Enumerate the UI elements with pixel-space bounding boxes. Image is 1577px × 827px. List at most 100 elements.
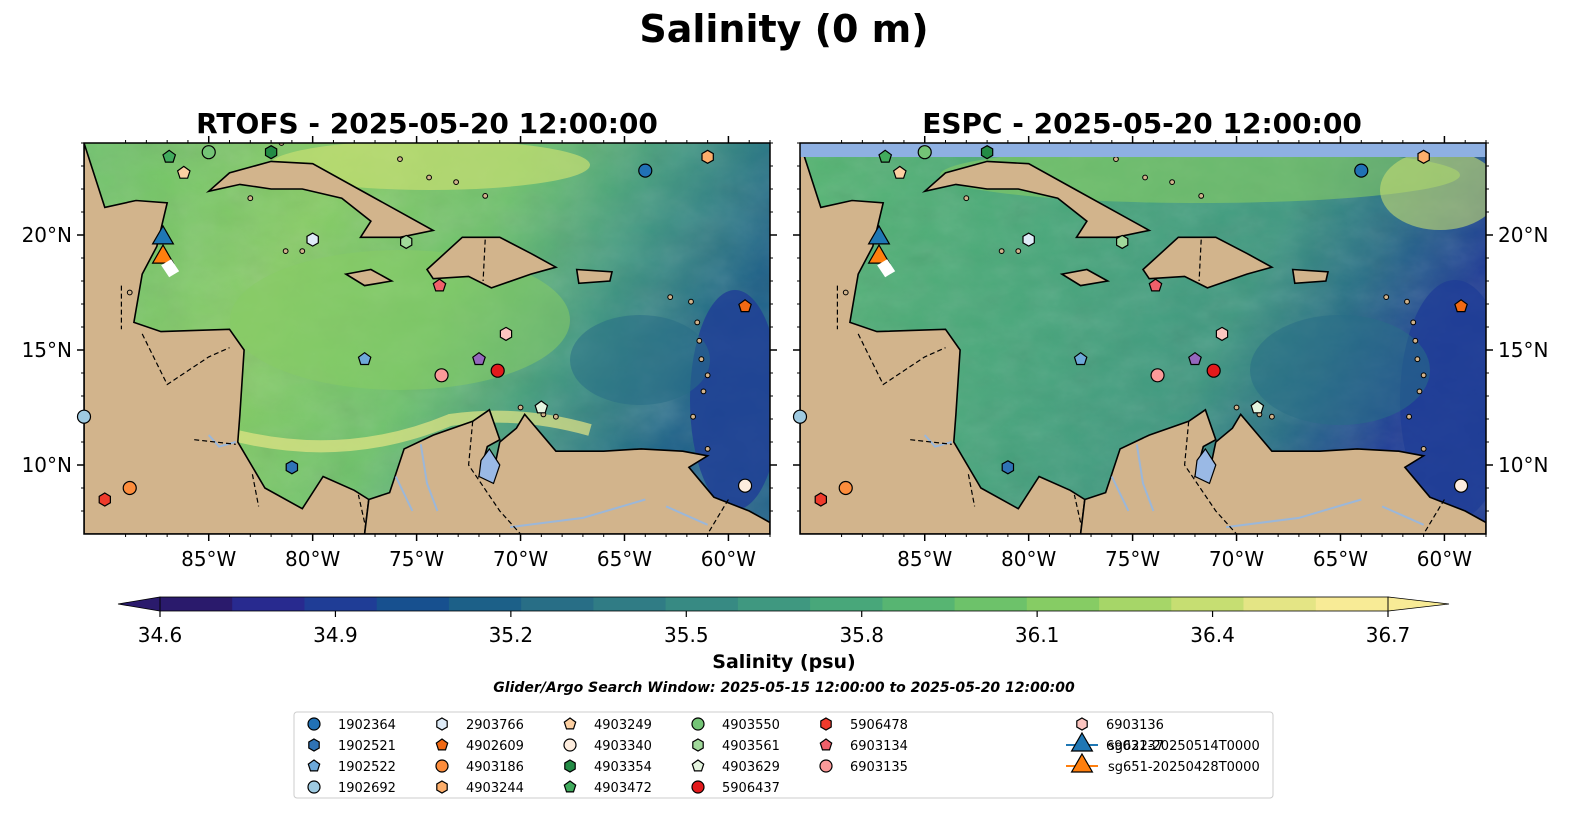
espc-fresh-northeast <box>1380 150 1486 230</box>
float-1902692-marker <box>76 409 92 424</box>
float-4903354-marker <box>264 145 278 160</box>
float-1902522-marker <box>357 351 372 366</box>
rtofs-border <box>482 239 486 282</box>
glider-sg651-20250428T0000-marker <box>151 243 175 264</box>
legend-item-4903472: 4903472 <box>563 780 652 796</box>
legend-label: 4903561 <box>722 739 780 754</box>
espc-island <box>1410 319 1417 326</box>
espc-landmass <box>921 160 1152 239</box>
float-4903186-marker <box>838 480 853 496</box>
rtofs-border <box>707 499 729 534</box>
legend-label: 4903249 <box>594 718 652 733</box>
glider-track-highlight <box>877 259 896 278</box>
legend-float-icon <box>308 738 320 752</box>
figure-title: Salinity (0 m) <box>639 7 928 51</box>
legend-float-icon <box>692 738 704 752</box>
colorbar-tick-label: 36.1 <box>1015 623 1060 647</box>
legend-label: 4903472 <box>594 781 652 796</box>
colorbar-cell <box>882 597 956 611</box>
espc-island <box>1113 156 1119 163</box>
legend-label: 4903244 <box>466 781 524 796</box>
rtofs-ytick-label: 20°N <box>22 223 72 247</box>
espc-xtick-label: 60°W <box>1417 547 1472 571</box>
legend-float-icon <box>307 717 321 731</box>
rtofs-ytick-label: 15°N <box>22 338 72 362</box>
espc-island <box>1406 413 1412 420</box>
colorbar-tick-label: 36.7 <box>1366 623 1411 647</box>
legend-item-4903629: 4903629 <box>691 759 780 775</box>
rtofs-panel-title: RTOFS - 2025-05-20 12:00:00 <box>196 107 658 140</box>
rtofs-island <box>482 193 489 199</box>
rtofs-border <box>194 439 236 445</box>
legend-label: 4903354 <box>594 760 652 775</box>
rtofs-island <box>688 298 694 305</box>
rtofs-island <box>704 372 711 379</box>
colorbar-cell <box>232 597 305 611</box>
rtofs-island <box>247 195 254 202</box>
search-window-note: Glider/Argo Search Window: 2025-05-15 12… <box>493 680 1075 696</box>
float-4903244-marker <box>1417 149 1430 164</box>
float-4903340-marker <box>737 478 753 493</box>
colorbar-cells <box>160 597 1389 611</box>
rtofs-river <box>510 498 646 529</box>
rtofs-low-salinity-east <box>690 290 770 510</box>
legend-label: 6903136 <box>1106 718 1164 733</box>
rtofs-island <box>426 174 432 181</box>
espc-border <box>857 333 946 386</box>
legend-glider-icon <box>1070 731 1094 752</box>
legend-float-icon <box>563 780 577 793</box>
colorbar-cell <box>1026 597 1100 611</box>
colorbar-cell <box>954 597 1028 611</box>
espc-no-data-band <box>800 143 1486 157</box>
espc-xtick-label: 80°W <box>1001 547 1056 571</box>
legend-item-6903136: 6903136 <box>1076 717 1164 733</box>
rtofs-landmass <box>425 236 559 289</box>
legend-label: sg651-20250428T0000 <box>1108 760 1260 775</box>
float-4903472-marker <box>878 149 893 163</box>
float-6903135-marker <box>1150 368 1165 383</box>
espc-panel-title: ESPC - 2025-05-20 12:00:00 <box>922 107 1362 140</box>
rtofs-island <box>700 388 707 395</box>
rtofs-river <box>394 476 414 512</box>
espc-river <box>1226 498 1362 529</box>
espc-xtick-label: 70°W <box>1209 547 1264 571</box>
legend-label: 1902522 <box>338 760 396 775</box>
espc-xtick-label: 85°W <box>897 547 952 571</box>
float-6903134-marker <box>432 278 447 292</box>
float-4903354-marker <box>980 145 994 160</box>
rtofs-map-panel: RTOFS - 2025-05-20 12:00:00 85°W 80°W 75°W… <box>22 107 777 571</box>
rtofs-island <box>517 404 524 411</box>
legend-float-icon <box>820 717 832 731</box>
rtofs-island <box>453 179 460 186</box>
espc-ytick-label: 15°N <box>1498 338 1548 362</box>
rtofs-river <box>419 444 439 512</box>
espc-lake <box>1194 447 1217 485</box>
legend-item-1902522: 1902522 <box>307 759 396 775</box>
espc-xtick-label: 75°W <box>1105 547 1160 571</box>
float-1902521-marker <box>1001 460 1015 475</box>
rtofs-coastal-fresh-band <box>198 410 592 453</box>
rtofs-island <box>667 294 674 301</box>
legend-item-6903134: 6903134 <box>819 738 908 754</box>
float-4903561-marker <box>1115 234 1129 250</box>
legend-item-6903135: 6903135 <box>819 759 908 775</box>
float-4902609-marker <box>738 299 752 313</box>
legend-glider-icon <box>1070 752 1094 773</box>
legend-float-icon <box>1076 717 1088 731</box>
espc-border <box>1183 421 1237 534</box>
legend-item-sg622-20250514T0000: sg622-20250514T0000 <box>1066 731 1260 754</box>
legend-float-icon <box>691 759 705 772</box>
colorbar-tick-label: 35.5 <box>664 623 709 647</box>
rtofs-xtick-label: 75°W <box>389 547 444 571</box>
rtofs-lake <box>478 447 501 485</box>
colorbar-tick-label: 35.8 <box>839 623 884 647</box>
espc-island <box>842 289 849 296</box>
legend-float-icon <box>436 780 448 794</box>
legend-item-sg651-20250428T0000: sg651-20250428T0000 <box>1066 752 1260 775</box>
espc-border <box>1423 499 1445 534</box>
colorbar-cell <box>1099 597 1172 611</box>
rtofs-border <box>251 474 260 507</box>
float-6903137-marker <box>472 351 486 366</box>
colorbar-cell <box>521 597 594 611</box>
glider-sg622-20250514T0000-marker <box>867 224 891 245</box>
